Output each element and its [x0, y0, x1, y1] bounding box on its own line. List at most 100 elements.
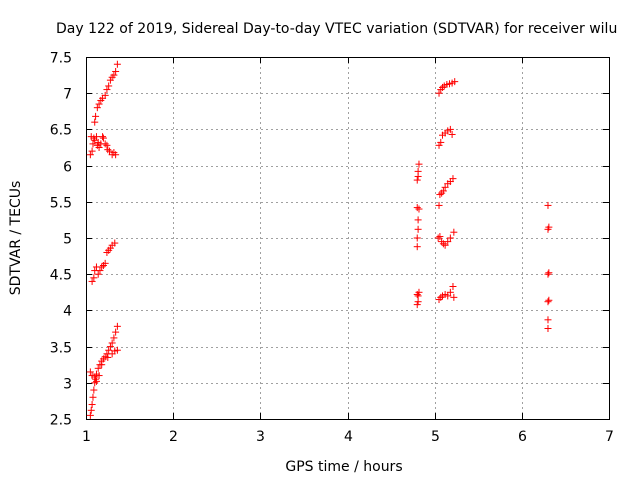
data-point	[89, 140, 97, 148]
data-point	[106, 147, 114, 155]
data-point	[91, 373, 99, 381]
data-point	[439, 187, 447, 195]
data-point	[96, 267, 104, 275]
data-point	[88, 401, 96, 409]
data-point	[441, 241, 449, 249]
y-tick-label: 3	[63, 377, 72, 393]
data-point	[544, 316, 552, 324]
data-point	[92, 377, 100, 385]
data-point	[450, 228, 458, 236]
y-tick-label: 7	[63, 87, 72, 103]
data-point	[415, 205, 423, 213]
data-point	[112, 67, 120, 75]
x-tick-label: 3	[256, 429, 265, 445]
data-point	[449, 175, 457, 183]
x-axis-label: GPS time / hours	[285, 459, 402, 475]
data-point	[89, 393, 97, 401]
data-point	[88, 147, 96, 155]
data-point	[98, 263, 106, 271]
data-point	[434, 234, 442, 242]
y-tick-label: 7.5	[50, 51, 72, 67]
data-point	[414, 167, 422, 175]
data-point	[450, 293, 458, 301]
data-point	[104, 146, 112, 154]
y-tick-label: 4.5	[50, 268, 72, 284]
data-point	[103, 86, 111, 94]
data-point	[413, 234, 421, 242]
data-point	[544, 270, 552, 278]
x-tick-label: 7	[605, 429, 614, 445]
data-point	[437, 138, 445, 146]
data-point	[413, 243, 421, 251]
data-point	[113, 60, 121, 68]
data-point	[545, 296, 553, 304]
y-tick-label: 4	[63, 304, 72, 320]
x-tick-label: 4	[344, 429, 353, 445]
y-tick-label: 3.5	[50, 341, 72, 357]
data-point	[449, 283, 457, 291]
data-point	[111, 239, 119, 247]
chart-title: Day 122 of 2019, Sidereal Day-to-day VTE…	[56, 21, 617, 37]
x-tick-label: 5	[431, 429, 440, 445]
data-point	[106, 244, 114, 252]
data-point	[106, 76, 114, 84]
data-point	[110, 334, 118, 342]
data-point	[90, 274, 98, 282]
data-point	[86, 411, 94, 419]
data-point	[414, 225, 422, 233]
data-point	[91, 118, 99, 126]
data-point	[544, 201, 552, 209]
data-point	[86, 368, 94, 376]
data-point	[113, 322, 121, 330]
data-point	[86, 151, 94, 159]
y-tick-label: 2.5	[50, 413, 72, 429]
data-point	[439, 240, 447, 248]
data-point	[99, 134, 107, 142]
data-point	[92, 112, 100, 120]
data-point	[413, 290, 421, 298]
data-point	[88, 277, 96, 285]
data-point	[545, 223, 553, 231]
data-point	[545, 269, 553, 277]
data-point	[99, 133, 107, 141]
data-point	[98, 361, 106, 369]
data-point	[112, 328, 120, 336]
data-point	[110, 71, 118, 79]
y-axis-label: SDTVAR / TECUs	[8, 181, 24, 296]
data-point	[446, 125, 454, 133]
data-points	[86, 60, 553, 419]
data-point	[112, 151, 120, 159]
data-point	[103, 141, 111, 149]
y-tick-label: 5	[63, 232, 72, 248]
data-point	[451, 78, 459, 86]
data-point	[113, 346, 121, 354]
data-point	[444, 292, 452, 300]
data-point	[106, 343, 114, 351]
data-point	[435, 89, 443, 97]
data-point	[413, 176, 421, 184]
data-point	[436, 191, 444, 199]
data-point	[104, 353, 112, 361]
data-point	[413, 301, 421, 309]
x-tick-label: 1	[82, 429, 91, 445]
data-point	[101, 259, 109, 267]
data-point	[93, 104, 101, 112]
y-tick-label: 5.5	[50, 196, 72, 212]
data-point	[413, 204, 421, 212]
data-point	[414, 216, 422, 224]
data-point	[441, 183, 449, 191]
data-point	[95, 144, 103, 151]
y-tick-label: 6.5	[50, 123, 72, 139]
data-point	[446, 288, 454, 296]
data-point	[444, 238, 452, 246]
data-point	[415, 160, 423, 168]
x-tick-label: 2	[169, 429, 178, 445]
data-point	[448, 130, 456, 138]
y-tick-label: 6	[63, 160, 72, 176]
x-tick-label: 6	[518, 429, 527, 445]
data-point	[437, 293, 445, 301]
data-point	[90, 386, 98, 394]
data-point	[101, 91, 109, 99]
data-point	[90, 134, 98, 142]
